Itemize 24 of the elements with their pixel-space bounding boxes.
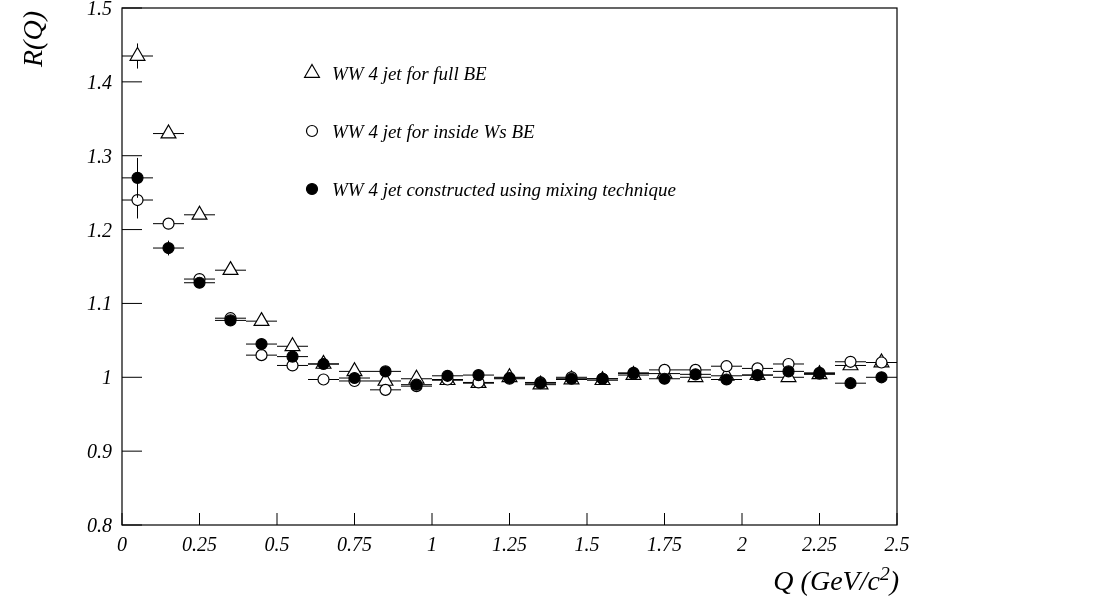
y-tick-label: 1.1 xyxy=(87,292,112,315)
y-tick-label: 1.3 xyxy=(87,144,112,167)
x-tick-label: 2.5 xyxy=(884,533,910,555)
x-tick-label: 0 xyxy=(117,533,127,555)
y-axis-title: R(Q) xyxy=(17,11,48,68)
x-tick-label: 2.25 xyxy=(802,533,837,555)
legend-label: WW 4 jet for inside Ws BE xyxy=(332,120,536,142)
x-tick-label: 1.5 xyxy=(574,533,600,555)
x-tick-label: 0.25 xyxy=(182,533,217,555)
y-tick-label: 1 xyxy=(102,366,112,389)
x-tick-label: 1 xyxy=(427,533,437,555)
x-tick-label: 0.75 xyxy=(337,533,372,555)
x-tick-label: 0.5 xyxy=(264,533,290,555)
x-tick-label: 2 xyxy=(737,533,747,555)
x-axis-title: Q (GeV/c$^{2}$) xyxy=(773,562,899,596)
legend-label: WW 4 jet constructed using mixing technique xyxy=(332,178,677,200)
x-tick-label: 1.75 xyxy=(647,533,682,555)
y-tick-label: 1.4 xyxy=(87,70,112,93)
x-tick-label: 1.25 xyxy=(492,533,527,555)
y-tick-label: 0.9 xyxy=(87,440,112,463)
y-tick-label: 1.2 xyxy=(87,218,112,241)
legend-label: WW 4 jet for full BE xyxy=(332,62,488,84)
y-tick-label: 1.5 xyxy=(87,0,112,19)
y-tick-label: 0.8 xyxy=(87,514,112,536)
